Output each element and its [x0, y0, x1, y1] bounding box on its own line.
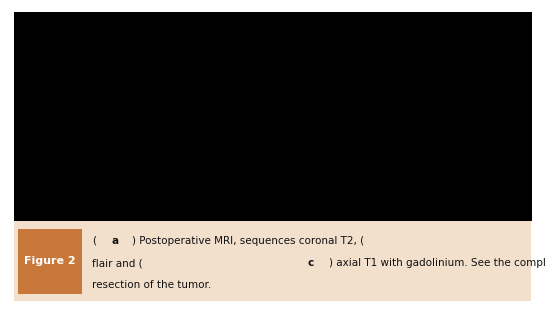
Text: (: ( [92, 236, 96, 246]
Text: c: c [366, 21, 374, 36]
Text: b: b [193, 21, 203, 36]
Text: ) Postoperative MRI, sequences coronal T2, (: ) Postoperative MRI, sequences coronal T… [132, 236, 365, 246]
Text: Figure 2: Figure 2 [25, 256, 76, 266]
Text: a: a [21, 21, 30, 36]
Text: ) axial T1 with gadolinium. See the complete: ) axial T1 with gadolinium. See the comp… [329, 258, 545, 268]
Text: flair and (: flair and ( [92, 258, 143, 268]
Text: resection of the tumor.: resection of the tumor. [92, 280, 211, 290]
Text: c: c [308, 258, 314, 268]
Text: a: a [112, 236, 119, 246]
